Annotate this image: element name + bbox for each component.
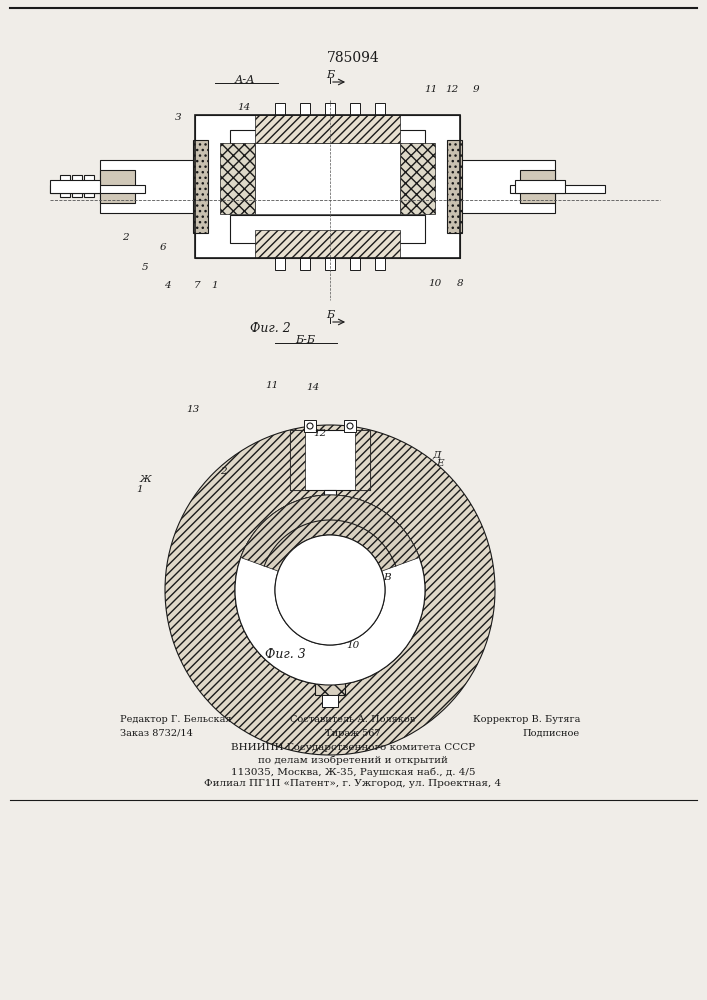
Text: 5: 5 [141, 263, 148, 272]
Bar [326, 540, 334, 570]
Bar [322, 695, 338, 707]
Bar [350, 258, 360, 270]
Text: 2: 2 [220, 468, 226, 477]
Bar [315, 667, 345, 695]
Bar [460, 160, 555, 213]
Bar [60, 175, 70, 197]
Text: Корректор В. Бутяга: Корректор В. Бутяга [472, 716, 580, 724]
Bar [195, 115, 460, 258]
Bar [520, 170, 555, 203]
Text: по делам изобретений и открытий: по делам изобретений и открытий [258, 755, 448, 765]
Text: 785094: 785094 [327, 51, 380, 65]
Text: 3: 3 [175, 113, 181, 122]
Bar [447, 140, 462, 233]
Bar [275, 258, 285, 270]
Bar [300, 103, 310, 115]
Text: 13: 13 [187, 406, 199, 414]
Text: Е: Е [436, 458, 444, 468]
Text: 12: 12 [445, 86, 459, 95]
Text: 9: 9 [473, 86, 479, 95]
Circle shape [275, 535, 385, 645]
Text: Д: Д [433, 450, 441, 460]
Text: Составитель А. Поляков: Составитель А. Поляков [291, 716, 416, 724]
Bar [290, 430, 370, 490]
Wedge shape [165, 425, 495, 755]
Bar [325, 103, 335, 115]
Bar [220, 143, 255, 214]
Text: Редактор Г. Бельская: Редактор Г. Бельская [120, 716, 231, 724]
Bar [355, 430, 370, 490]
Text: 11: 11 [265, 380, 279, 389]
Circle shape [275, 535, 385, 645]
Bar [100, 160, 195, 213]
Bar [50, 180, 100, 193]
Text: ВНИИПИ Государственного комитета СССР: ВНИИПИ Государственного комитета СССР [231, 744, 475, 752]
Text: 10: 10 [428, 278, 442, 288]
Bar [350, 103, 360, 115]
Text: 10: 10 [346, 641, 360, 650]
Bar [255, 115, 400, 143]
Circle shape [235, 495, 425, 685]
Bar [515, 180, 565, 193]
Text: 113035, Москва, Ж-35, Раушская наб., д. 4/5: 113035, Москва, Ж-35, Раушская наб., д. … [230, 767, 475, 777]
Text: Филиал ПГ1П «Патент», г. Ужгород, ул. Проектная, 4: Филиал ПГ1П «Патент», г. Ужгород, ул. Пр… [204, 780, 501, 788]
Bar [72, 175, 82, 197]
Bar [50, 185, 145, 193]
Text: Б: Б [326, 70, 334, 80]
Bar [275, 103, 285, 115]
Bar [375, 103, 385, 115]
Bar [193, 140, 208, 233]
Bar [290, 430, 305, 490]
Wedge shape [240, 495, 419, 590]
Bar [300, 258, 310, 270]
Text: Б: Б [326, 310, 334, 320]
Text: 14: 14 [306, 383, 320, 392]
Text: 8: 8 [457, 278, 463, 288]
Bar [84, 175, 94, 197]
Bar [375, 258, 385, 270]
Bar [255, 230, 400, 258]
Bar [304, 420, 316, 432]
Bar [195, 230, 460, 258]
Text: Тираж 567: Тираж 567 [325, 728, 381, 738]
Bar [195, 115, 460, 258]
Text: В: В [383, 574, 391, 582]
Text: 1: 1 [136, 486, 144, 494]
Text: Подписное: Подписное [523, 728, 580, 738]
Text: 6: 6 [160, 243, 166, 252]
Text: Ж: Ж [139, 476, 151, 485]
Bar [325, 258, 335, 270]
Bar [255, 143, 400, 214]
Bar [324, 490, 336, 540]
Text: А-А: А-А [235, 75, 255, 85]
Bar [510, 185, 605, 193]
Text: 12: 12 [313, 428, 327, 438]
Bar [400, 143, 435, 214]
Circle shape [307, 423, 313, 429]
Text: 2: 2 [122, 232, 128, 241]
Text: Заказ 8732/14: Заказ 8732/14 [120, 728, 193, 738]
Text: 14: 14 [238, 103, 250, 111]
Text: Фиг. 3: Фиг. 3 [264, 648, 305, 662]
Bar [100, 170, 135, 203]
Text: Фиг. 2: Фиг. 2 [250, 322, 291, 334]
Bar [230, 130, 425, 158]
Bar [230, 215, 425, 243]
Text: 4: 4 [164, 282, 170, 290]
Circle shape [347, 423, 353, 429]
Text: 11: 11 [424, 86, 438, 95]
Bar [195, 115, 460, 143]
Text: 7: 7 [194, 282, 200, 290]
Bar [344, 420, 356, 432]
Text: Б-Б: Б-Б [295, 335, 315, 345]
Text: 1: 1 [211, 282, 218, 290]
